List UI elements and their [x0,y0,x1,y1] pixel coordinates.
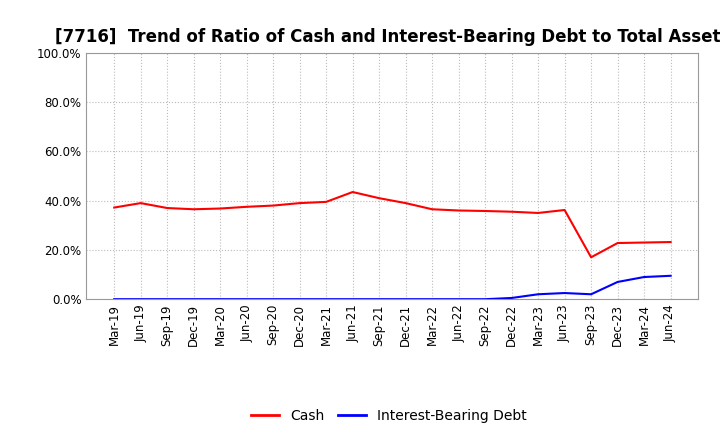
Legend: Cash, Interest-Bearing Debt: Cash, Interest-Bearing Debt [246,403,532,429]
Title: [7716]  Trend of Ratio of Cash and Interest-Bearing Debt to Total Assets: [7716] Trend of Ratio of Cash and Intere… [55,28,720,46]
